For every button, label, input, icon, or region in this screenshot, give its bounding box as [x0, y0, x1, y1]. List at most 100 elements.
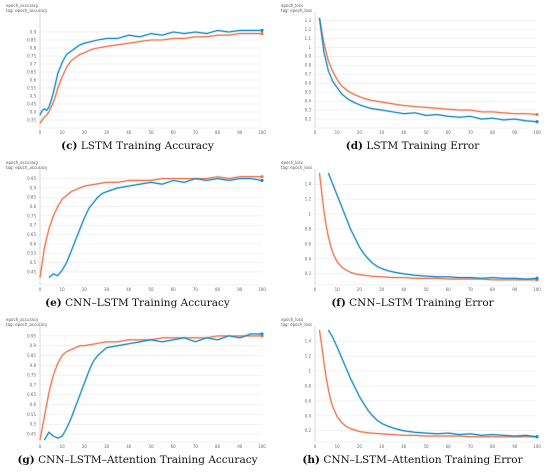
y-tick-label: 0.55: [27, 251, 36, 256]
y-tick-label: 0.9: [30, 29, 37, 34]
x-tick-label: 30: [379, 130, 385, 135]
x-tick-label: 0: [39, 287, 42, 292]
y-tick-label: 0.8: [305, 226, 312, 231]
x-tick-label: 60: [171, 130, 177, 135]
y-tick-label: 0.45: [27, 269, 36, 274]
x-tick-label: 60: [446, 130, 452, 135]
x-tick-label: 100: [533, 130, 541, 135]
chart-panel-h: 0.2 0.4 0.6 0.8 1 1.2 1.4 0 10 20 30 40 50 60 70 80 90 10…: [275, 314, 550, 471]
chart-f: 0.2 0.4 0.6 0.8 1 1.2 1.4 0 10 20 30 40 50 60 70 80 90 10…: [305, 169, 541, 292]
x-tick-label: 40: [401, 130, 407, 135]
x-tick-label: 60: [171, 444, 177, 449]
x-tick-label: 40: [401, 287, 407, 292]
y-tick-label: 0.6: [305, 398, 312, 403]
x-tick-label: 70: [468, 287, 474, 292]
y-tick-label: 0.8: [305, 383, 312, 388]
series-line: [39, 33, 262, 124]
chart-panel-g: 0.45 0.5 0.55 0.6 0.65 0.7 0.75 0.8 0.85 0.9 0.95 0…: [0, 314, 275, 471]
caption-h: (h) CNN–LSTM–Attention Training Error: [275, 454, 550, 466]
series-line: [39, 335, 262, 441]
x-tick-label: 50: [148, 130, 154, 135]
x-tick-label: 80: [490, 444, 496, 449]
x-tick-label: 0: [39, 130, 42, 135]
series-end-point: [260, 28, 264, 32]
tag-name: epoch_accuracy: [6, 3, 39, 8]
caption-letter: (e): [45, 297, 62, 309]
caption-c: (c) LSTM Training Accuracy: [0, 140, 275, 152]
y-tick-label: 0.3: [305, 107, 312, 112]
y-tick-label: 1.1: [305, 36, 312, 41]
y-tick-label: 0.6: [305, 241, 312, 246]
y-tick-label: 0.4: [305, 413, 312, 418]
y-tick-label: 0.65: [27, 69, 36, 74]
caption-text: CNN–LSTM–Attention Training Error: [323, 454, 523, 466]
x-tick-label: 100: [258, 444, 266, 449]
x-tick-label: 100: [533, 287, 541, 292]
chart-tag: epoch_accuracy tag: epoch_accuracy: [6, 317, 47, 327]
x-tick-label: 40: [126, 130, 132, 135]
y-tick-label: 1.2: [305, 354, 312, 359]
x-tick-label: 20: [82, 130, 88, 135]
y-tick-label: 0.5: [30, 260, 37, 265]
y-tick-label: 0.7: [30, 382, 37, 387]
y-tick-label: 0.6: [30, 77, 37, 82]
caption-text: CNN–LSTM–Attention Training Accuracy: [38, 454, 258, 466]
y-tick-label: 0.9: [30, 343, 37, 348]
x-tick-label: 90: [512, 444, 518, 449]
y-tick-label: 0.85: [27, 37, 36, 42]
series-line: [318, 329, 537, 438]
x-tick-label: 80: [490, 287, 496, 292]
y-tick-label: 0.5: [30, 422, 37, 427]
y-tick-label: 0.4: [305, 256, 312, 261]
chart-panel-e: 0.45 0.5 0.55 0.6 0.65 0.7 0.75 0.8 0.85 0.9 0.95 0…: [0, 157, 275, 314]
y-tick-label: 0.4: [30, 109, 37, 114]
y-tick-label: 0.2: [305, 428, 312, 433]
x-tick-label: 70: [468, 444, 474, 449]
y-tick-label: 0.75: [27, 213, 36, 218]
y-tick-label: 0.85: [27, 195, 36, 200]
x-tick-label: 30: [104, 130, 110, 135]
series-line: [318, 17, 538, 116]
x-tick-label: 80: [215, 287, 221, 292]
tag-subname: tag: epoch_accuracy: [6, 7, 48, 13]
chart-tag: epoch_accuracy tag: epoch_accuracy: [6, 160, 47, 170]
x-tick-label: 0: [39, 444, 42, 449]
series-line: [39, 29, 262, 116]
series-line: [39, 176, 262, 278]
x-tick-label: 90: [512, 287, 518, 292]
caption-f: (f) CNN–LSTM Training Error: [275, 297, 550, 309]
chart-tag: epoch_accuracy tag: epoch_accuracy: [6, 3, 48, 13]
y-tick-label: 0.6: [30, 402, 37, 407]
x-tick-label: 80: [215, 130, 221, 135]
x-tick-label: 40: [126, 287, 132, 292]
series-end-point: [535, 435, 539, 439]
chart-e: 0.45 0.5 0.55 0.6 0.65 0.7 0.75 0.8 0.85 0.9 0.95 0…: [27, 169, 266, 292]
caption-letter: (d): [345, 140, 364, 152]
x-tick-label: 20: [357, 444, 363, 449]
y-tick-label: 1.2: [305, 197, 312, 202]
x-tick-label: 10: [60, 287, 66, 292]
x-tick-label: 50: [423, 444, 429, 449]
y-tick-label: 1: [308, 45, 311, 50]
x-tick-label: 100: [533, 444, 541, 449]
x-tick-label: 20: [82, 287, 88, 292]
x-tick-label: 90: [237, 130, 243, 135]
y-tick-label: 0.5: [30, 93, 37, 98]
y-tick-label: 0.9: [30, 185, 37, 190]
x-tick-label: 80: [215, 444, 221, 449]
chart-d: 0.2 0.3 0.4 0.5 0.6 0.7 0.8 0.9 1 1.1 1.2 1.3 0 10 20 3…: [305, 12, 541, 135]
y-tick-label: 0.65: [27, 232, 36, 237]
series-line: [327, 329, 538, 438]
y-tick-label: 0.75: [27, 373, 36, 378]
series-halo: [318, 17, 538, 123]
y-tick-label: 0.8: [30, 363, 37, 368]
series-line: [318, 17, 538, 123]
y-tick-label: 0.6: [30, 241, 37, 246]
y-tick-label: 0.35: [27, 117, 36, 122]
tag-name: epoch_loss: [281, 3, 303, 8]
x-tick-label: 90: [512, 130, 518, 135]
x-tick-label: 10: [60, 130, 66, 135]
y-tick-label: 0.2: [305, 271, 312, 276]
y-tick-label: 1: [308, 211, 311, 216]
x-tick-label: 90: [237, 287, 243, 292]
